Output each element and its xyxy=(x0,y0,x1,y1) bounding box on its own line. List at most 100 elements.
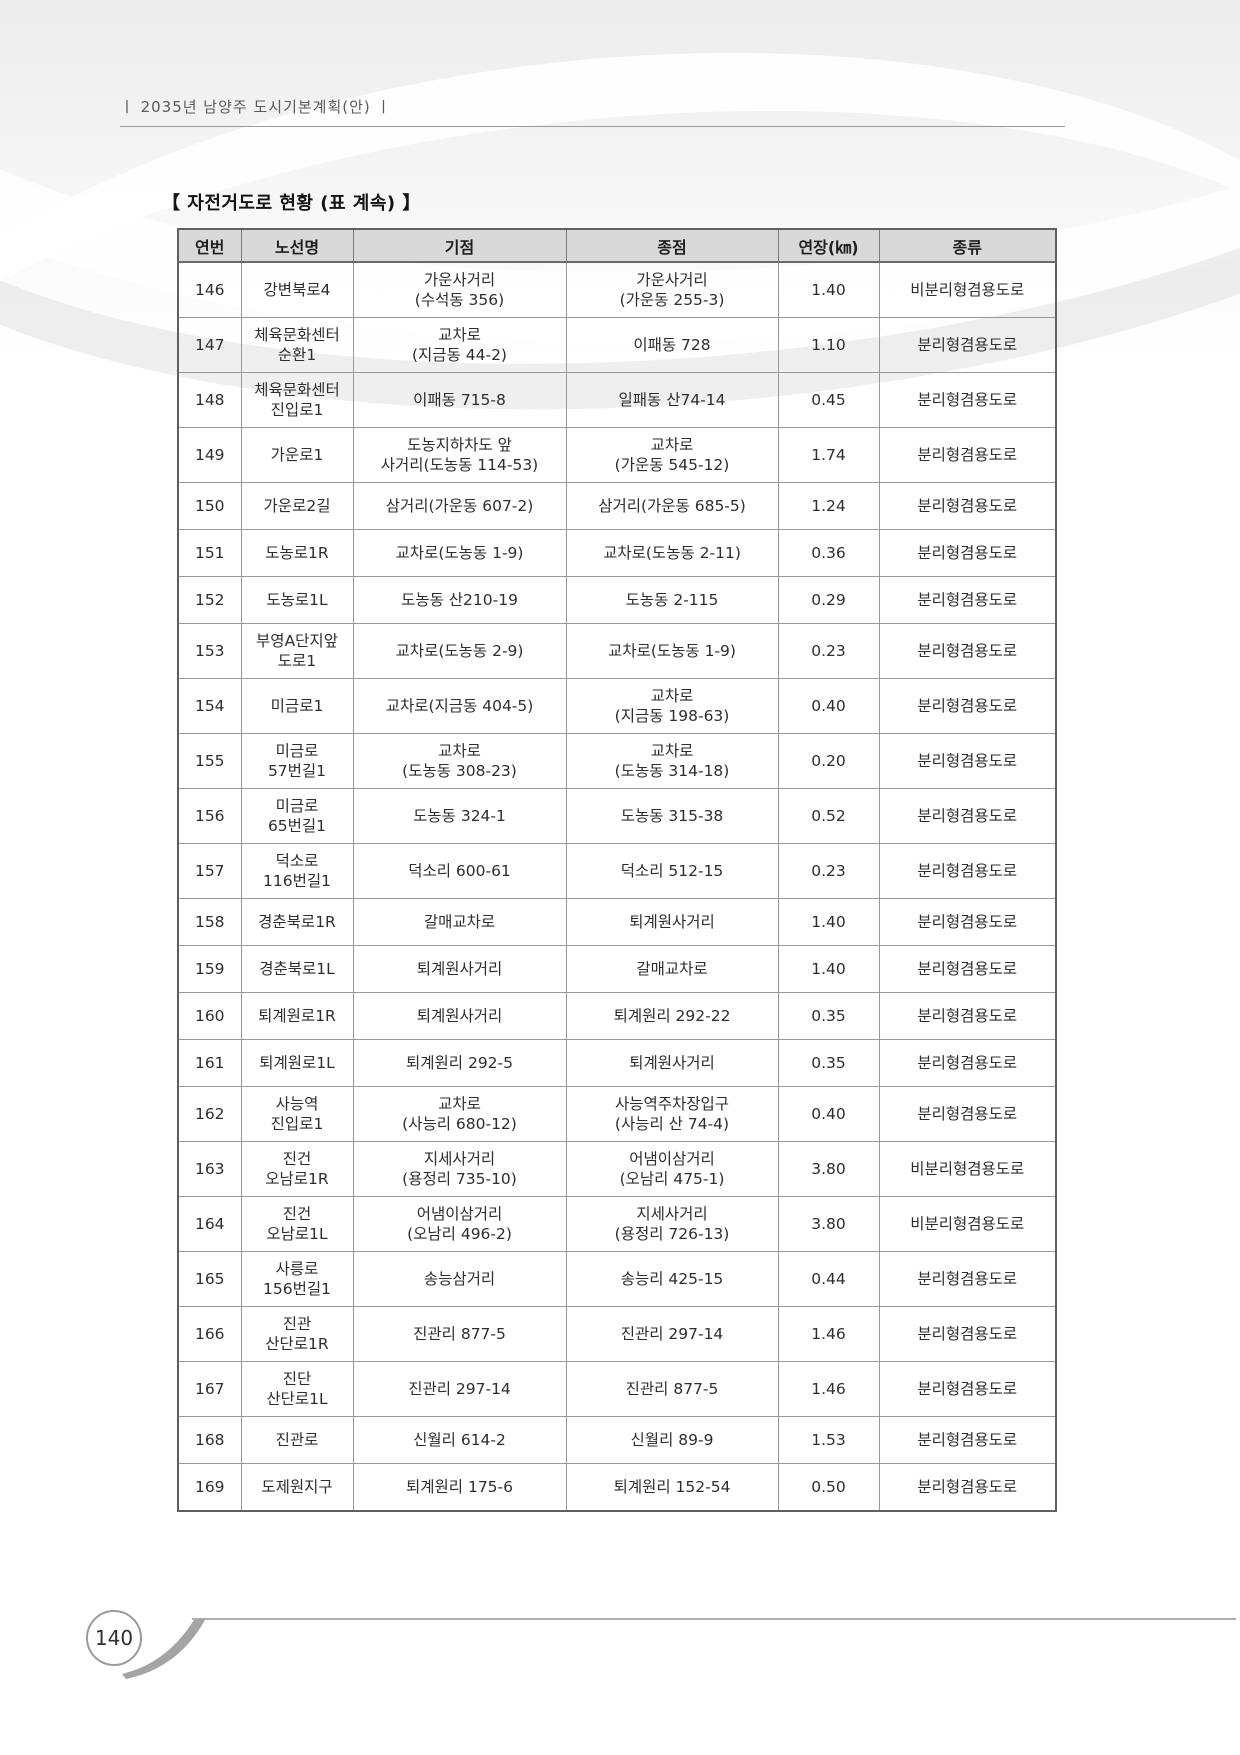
cell-end: 교차로 (가운동 545-12) xyxy=(565,427,779,483)
cell-length: 0.44 xyxy=(777,1251,880,1307)
table-row: 147 체육문화센터 순환1 교차로 (지금동 44-2) 이패동 728 1.10 분리… xyxy=(177,317,1057,373)
cell-type: 비분리형겸용도로 xyxy=(878,261,1057,318)
cell-end: 일패동 산74-14 xyxy=(565,372,779,428)
cell-type: 분리형겸용도로 xyxy=(878,623,1057,679)
cell-start: 퇴계원사거리 xyxy=(352,945,567,993)
table-row: 158 경춘북로1R 갈매교차로 퇴계원사거리 1.40 분리형겸용도로 xyxy=(177,898,1057,946)
cell-length: 0.29 xyxy=(777,576,880,624)
cell-name: 사릉로 156번길1 xyxy=(240,1251,354,1307)
cell-name: 미금로1 xyxy=(240,678,354,734)
cell-start: 퇴계원사거리 xyxy=(352,992,567,1040)
cell-length: 0.40 xyxy=(777,1086,880,1142)
cell-type: 분리형겸용도로 xyxy=(878,678,1057,734)
cell-no: 150 xyxy=(177,482,242,530)
cell-name: 퇴계원로1R xyxy=(240,992,354,1040)
cell-length: 0.20 xyxy=(777,733,880,789)
cell-name: 강변북로4 xyxy=(240,261,354,318)
table-row: 163 진건 오남로1R 지세사거리 (용정리 735-10) 어냄이삼거리 (오남리… xyxy=(177,1141,1057,1197)
table-row: 159 경춘북로1L 퇴계원사거리 갈매교차로 1.40 분리형겸용도로 xyxy=(177,945,1057,993)
cell-length: 1.40 xyxy=(777,945,880,993)
table-header-row: 연번 노선명 기점 종점 연장(㎞) 종류 xyxy=(177,228,1057,263)
footer-line xyxy=(192,1618,1236,1620)
cell-type: 분리형겸용도로 xyxy=(878,576,1057,624)
cell-name: 가운로1 xyxy=(240,427,354,483)
cell-end: 교차로 (지금동 198-63) xyxy=(565,678,779,734)
cell-type: 분리형겸용도로 xyxy=(878,529,1057,577)
column-header-end: 종점 xyxy=(565,228,779,263)
table-row: 167 진단 산단로1L 진관리 297-14 진관리 877-5 1.46 분리형겸용도… xyxy=(177,1361,1057,1417)
cell-length: 1.24 xyxy=(777,482,880,530)
table-row: 161 퇴계원로1L 퇴계원리 292-5 퇴계원사거리 0.35 분리형겸용도로 xyxy=(177,1039,1057,1087)
cell-name: 미금로 65번길1 xyxy=(240,788,354,844)
cell-type: 분리형겸용도로 xyxy=(878,843,1057,899)
cell-no: 156 xyxy=(177,788,242,844)
cell-type: 분리형겸용도로 xyxy=(878,317,1057,373)
cell-name: 도농로1R xyxy=(240,529,354,577)
cell-end: 진관리 877-5 xyxy=(565,1361,779,1417)
cell-no: 169 xyxy=(177,1463,242,1512)
table-row: 146 강변북로4 가운사거리 (수석동 356) 가운사거리 (가운동 255-3)… xyxy=(177,261,1057,318)
cell-no: 165 xyxy=(177,1251,242,1307)
cell-name: 진관 산단로1R xyxy=(240,1306,354,1362)
bike-road-table: 연번 노선명 기점 종점 연장(㎞) 종류 146 강변북로4 가운사거리 (수석동 356)… xyxy=(177,228,1057,1512)
cell-no: 147 xyxy=(177,317,242,373)
page-number: 140 xyxy=(94,1626,134,1650)
cell-end: 지세사거리 (용정리 726-13) xyxy=(565,1196,779,1252)
cell-type: 분리형겸용도로 xyxy=(878,1039,1057,1087)
cell-no: 158 xyxy=(177,898,242,946)
cell-start: 교차로 (사능리 680-12) xyxy=(352,1086,567,1142)
cell-start: 퇴계원리 175-6 xyxy=(352,1463,567,1512)
cell-type: 분리형겸용도로 xyxy=(878,898,1057,946)
cell-type: 분리형겸용도로 xyxy=(878,1361,1057,1417)
cell-no: 161 xyxy=(177,1039,242,1087)
cell-end: 퇴계원사거리 xyxy=(565,898,779,946)
cell-start: 갈매교차로 xyxy=(352,898,567,946)
cell-length: 3.80 xyxy=(777,1141,880,1197)
table-body: 146 강변북로4 가운사거리 (수석동 356) 가운사거리 (가운동 255-3)… xyxy=(177,261,1057,1512)
cell-length: 1.40 xyxy=(777,898,880,946)
cell-no: 157 xyxy=(177,843,242,899)
cell-no: 160 xyxy=(177,992,242,1040)
page-number-badge: 140 xyxy=(86,1610,142,1666)
cell-name: 사능역 진입로1 xyxy=(240,1086,354,1142)
cell-start: 교차로 (도농동 308-23) xyxy=(352,733,567,789)
cell-type: 분리형겸용도로 xyxy=(878,1251,1057,1307)
cell-start: 지세사거리 (용정리 735-10) xyxy=(352,1141,567,1197)
cell-no: 163 xyxy=(177,1141,242,1197)
cell-length: 0.35 xyxy=(777,1039,880,1087)
cell-name: 도농로1L xyxy=(240,576,354,624)
cell-type: 분리형겸용도로 xyxy=(878,1306,1057,1362)
cell-end: 갈매교차로 xyxy=(565,945,779,993)
table-row: 164 진건 오남로1L 어냄이삼거리 (오남리 496-2) 지세사거리 (용정리 … xyxy=(177,1196,1057,1252)
cell-name: 진건 오남로1R xyxy=(240,1141,354,1197)
cell-type: 분리형겸용도로 xyxy=(878,1416,1057,1464)
cell-end: 퇴계원리 292-22 xyxy=(565,992,779,1040)
cell-end: 교차로(도농동 2-11) xyxy=(565,529,779,577)
cell-name: 체육문화센터 진입로1 xyxy=(240,372,354,428)
cell-type: 분리형겸용도로 xyxy=(878,788,1057,844)
cell-no: 153 xyxy=(177,623,242,679)
table-row: 155 미금로 57번길1 교차로 (도농동 308-23) 교차로 (도농동 314… xyxy=(177,733,1057,789)
cell-no: 166 xyxy=(177,1306,242,1362)
cell-no: 168 xyxy=(177,1416,242,1464)
cell-type: 분리형겸용도로 xyxy=(878,482,1057,530)
table-row: 149 가운로1 도농지하차도 앞 사거리(도농동 114-53) 교차로 (가운동 … xyxy=(177,427,1057,483)
cell-end: 퇴계원리 152-54 xyxy=(565,1463,779,1512)
cell-no: 146 xyxy=(177,261,242,318)
cell-type: 비분리형겸용도로 xyxy=(878,1196,1057,1252)
cell-no: 149 xyxy=(177,427,242,483)
cell-start: 교차로(도농동 2-9) xyxy=(352,623,567,679)
footer-swoosh xyxy=(122,1618,206,1679)
cell-length: 1.40 xyxy=(777,261,880,318)
cell-start: 교차로 (지금동 44-2) xyxy=(352,317,567,373)
cell-no: 152 xyxy=(177,576,242,624)
cell-length: 0.50 xyxy=(777,1463,880,1512)
table-title: 【 자전거도로 현황 (표 계속) 】 xyxy=(162,193,421,214)
cell-name: 진단 산단로1L xyxy=(240,1361,354,1417)
cell-end: 송능리 425-15 xyxy=(565,1251,779,1307)
table-row: 169 도제원지구 퇴계원리 175-6 퇴계원리 152-54 0.50 분리형겸용도로 xyxy=(177,1463,1057,1512)
cell-end: 도농동 315-38 xyxy=(565,788,779,844)
cell-no: 159 xyxy=(177,945,242,993)
cell-length: 0.52 xyxy=(777,788,880,844)
cell-type: 분리형겸용도로 xyxy=(878,992,1057,1040)
